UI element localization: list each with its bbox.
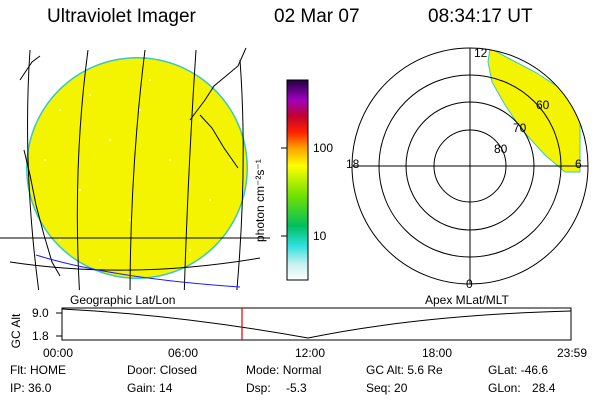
seq-value: 20 — [394, 381, 408, 395]
mlat-ring-70: 70 — [513, 121, 527, 135]
polar-plot — [351, 47, 589, 285]
mlt-label-top: 12 — [474, 46, 488, 60]
mlt-label-left: 18 — [346, 157, 360, 171]
geographic-label: Geographic Lat/Lon — [70, 293, 176, 307]
xtick-0600: 06:00 — [168, 346, 199, 360]
xtick-2359: 23:59 — [557, 346, 588, 360]
status-gain: Gain: 14 — [127, 381, 173, 395]
mode-value: Normal — [282, 363, 322, 377]
apex-label: Apex MLat/MLT — [425, 293, 509, 307]
status-dsp: Dsp: -5.3 — [246, 381, 307, 395]
status-ip: IP: 36.0 — [10, 381, 52, 395]
ytick-9: 9.0 — [32, 306, 49, 320]
mlt-label-right: 6 — [575, 157, 582, 171]
geographic-image — [0, 47, 270, 290]
colorbar-tick-100: 100 — [313, 141, 334, 155]
glat-value: -46.6 — [520, 363, 549, 377]
colorbar — [281, 79, 309, 281]
mlt-label-bottom: 0 — [466, 277, 473, 291]
status-gcalt: GC Alt: 5.6 Re — [366, 363, 443, 377]
mlat-ring-60: 60 — [536, 98, 550, 112]
status-glat: GLat: -46.6 — [488, 363, 549, 377]
status-door: Door: Closed — [127, 363, 198, 377]
colorbar-unit-label: photon cm⁻²s⁻¹ — [253, 159, 267, 242]
colorbar-tick-10: 10 — [313, 229, 327, 243]
xtick-1200: 12:00 — [295, 346, 326, 360]
glon-value: 28.4 — [532, 381, 556, 395]
door-value: Closed — [159, 363, 198, 377]
status-mode: Mode: Normal — [246, 363, 322, 377]
gcalt-value: 5.6 Re — [407, 363, 443, 377]
status-seq: Seq: 20 — [366, 381, 408, 395]
gain-value: 14 — [159, 381, 173, 395]
date-label: 02 Mar 07 — [274, 6, 360, 27]
status-flt: Flt: HOME — [10, 363, 67, 377]
ip-value: 36.0 — [28, 381, 52, 395]
mlat-ring-80: 80 — [494, 142, 508, 156]
xtick-1800: 18:00 — [422, 346, 453, 360]
instrument-title: Ultraviolet Imager — [47, 6, 196, 27]
altitude-timeline — [56, 307, 572, 341]
ytick-1-8: 1.8 — [32, 329, 49, 343]
timeline-ylabel: GC Alt — [9, 313, 23, 349]
dsp-value: -5.3 — [286, 381, 307, 395]
flt-value: HOME — [30, 363, 67, 377]
xtick-0000: 00:00 — [43, 346, 74, 360]
time-label: 08:34:17 UT — [428, 6, 533, 27]
status-glon: GLon: 28.4 — [488, 381, 556, 395]
